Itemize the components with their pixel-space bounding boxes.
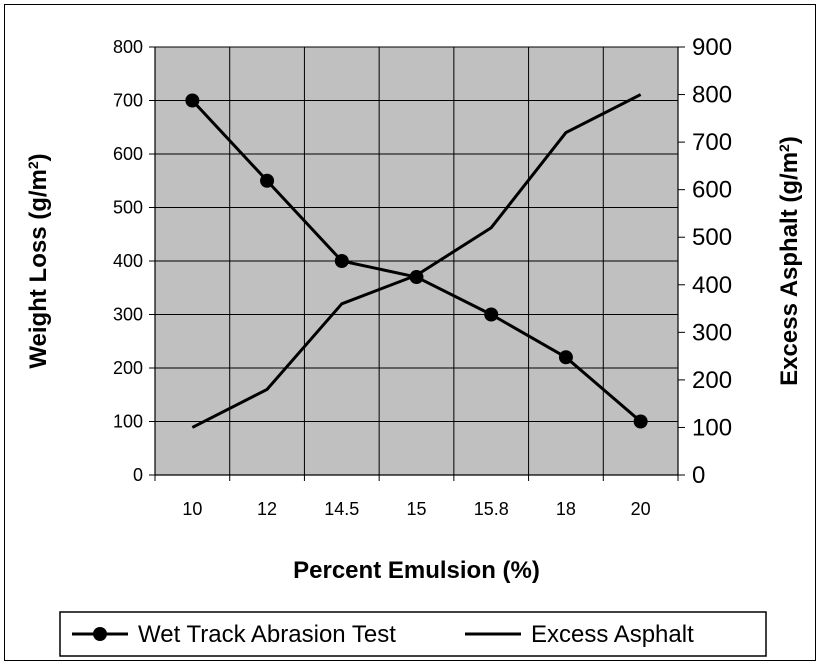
series-1-point (558, 350, 573, 365)
left-axis-tick-label: 500 (113, 198, 143, 218)
y-right-title-close: ) (776, 136, 803, 144)
right-axis-tick-label: 800 (692, 82, 732, 109)
y-axis-left-title: Weight Loss (g/m2) (25, 153, 52, 368)
series-1-point (633, 414, 648, 429)
y-left-title-sup: 2 (25, 161, 41, 169)
left-axis-tick-label: 400 (113, 251, 143, 271)
x-axis-tick-label: 10 (182, 499, 202, 519)
right-axis-tick-label: 0 (692, 462, 705, 489)
legend-box (59, 611, 767, 657)
left-axis-tick-label: 300 (113, 305, 143, 325)
right-axis-tick-label: 600 (692, 177, 732, 204)
series-line-2 (191, 93, 642, 429)
right-axis-tick-label: 300 (692, 319, 732, 346)
x-axis-tick-label: 18 (556, 499, 576, 519)
series-1-point (185, 93, 200, 108)
left-axis-tick-label: 700 (113, 91, 143, 111)
legend-item-2: Excess Asphalt (465, 621, 694, 648)
legend-label: Excess Asphalt (531, 621, 694, 648)
series-layer (185, 93, 648, 429)
y-left-title-main: Weight Loss (g/m (25, 169, 52, 369)
right-axis-tick-label: 200 (692, 367, 732, 394)
x-axis-tick-label: 15 (406, 499, 426, 519)
x-axis-tick-label: 15.8 (474, 499, 509, 519)
y-right-title-main: Excess Asphalt (g/m (776, 152, 803, 386)
legend-label: Wet Track Abrasion Test (138, 621, 396, 648)
chart-frame (4, 4, 816, 661)
right-axis-tick-label: 400 (692, 272, 732, 299)
left-axis-tick-label: 100 (113, 412, 143, 432)
right-axis-tick-label: 500 (692, 224, 732, 251)
y-axis-right-title: Excess Asphalt (g/m2) (776, 136, 803, 386)
x-axis-tick-label: 20 (631, 499, 651, 519)
left-axis-tick-label: 0 (133, 465, 143, 485)
x-axis-title: Percent Emulsion (%) (293, 557, 540, 584)
series-1-point (484, 307, 499, 322)
right-axis-tick-label: 700 (692, 129, 732, 156)
y-left-title-close: ) (25, 153, 52, 161)
right-axis-tick-label: 100 (692, 414, 732, 441)
legend: Wet Track Abrasion Test Excess Asphalt (59, 611, 767, 657)
right-axis-tick-label: 900 (692, 34, 732, 61)
x-axis-tick-label: 14.5 (324, 499, 359, 519)
series-1-point (260, 173, 275, 188)
legend-swatch-marker (93, 627, 107, 641)
tick-layer: 0 100 200 300 400 500 600 700 800 0 100 200 300 400 50… (113, 34, 732, 519)
left-axis-tick-label: 800 (113, 37, 143, 57)
left-axis-tick-label: 600 (113, 144, 143, 164)
x-axis-tick-label: 12 (257, 499, 277, 519)
legend-item-1: Wet Track Abrasion Test (72, 621, 396, 648)
grid (155, 46, 678, 476)
left-axis-tick-label: 200 (113, 358, 143, 378)
y-right-title-sup: 2 (776, 144, 792, 152)
series-1-point (334, 254, 349, 268)
axes (149, 46, 685, 481)
